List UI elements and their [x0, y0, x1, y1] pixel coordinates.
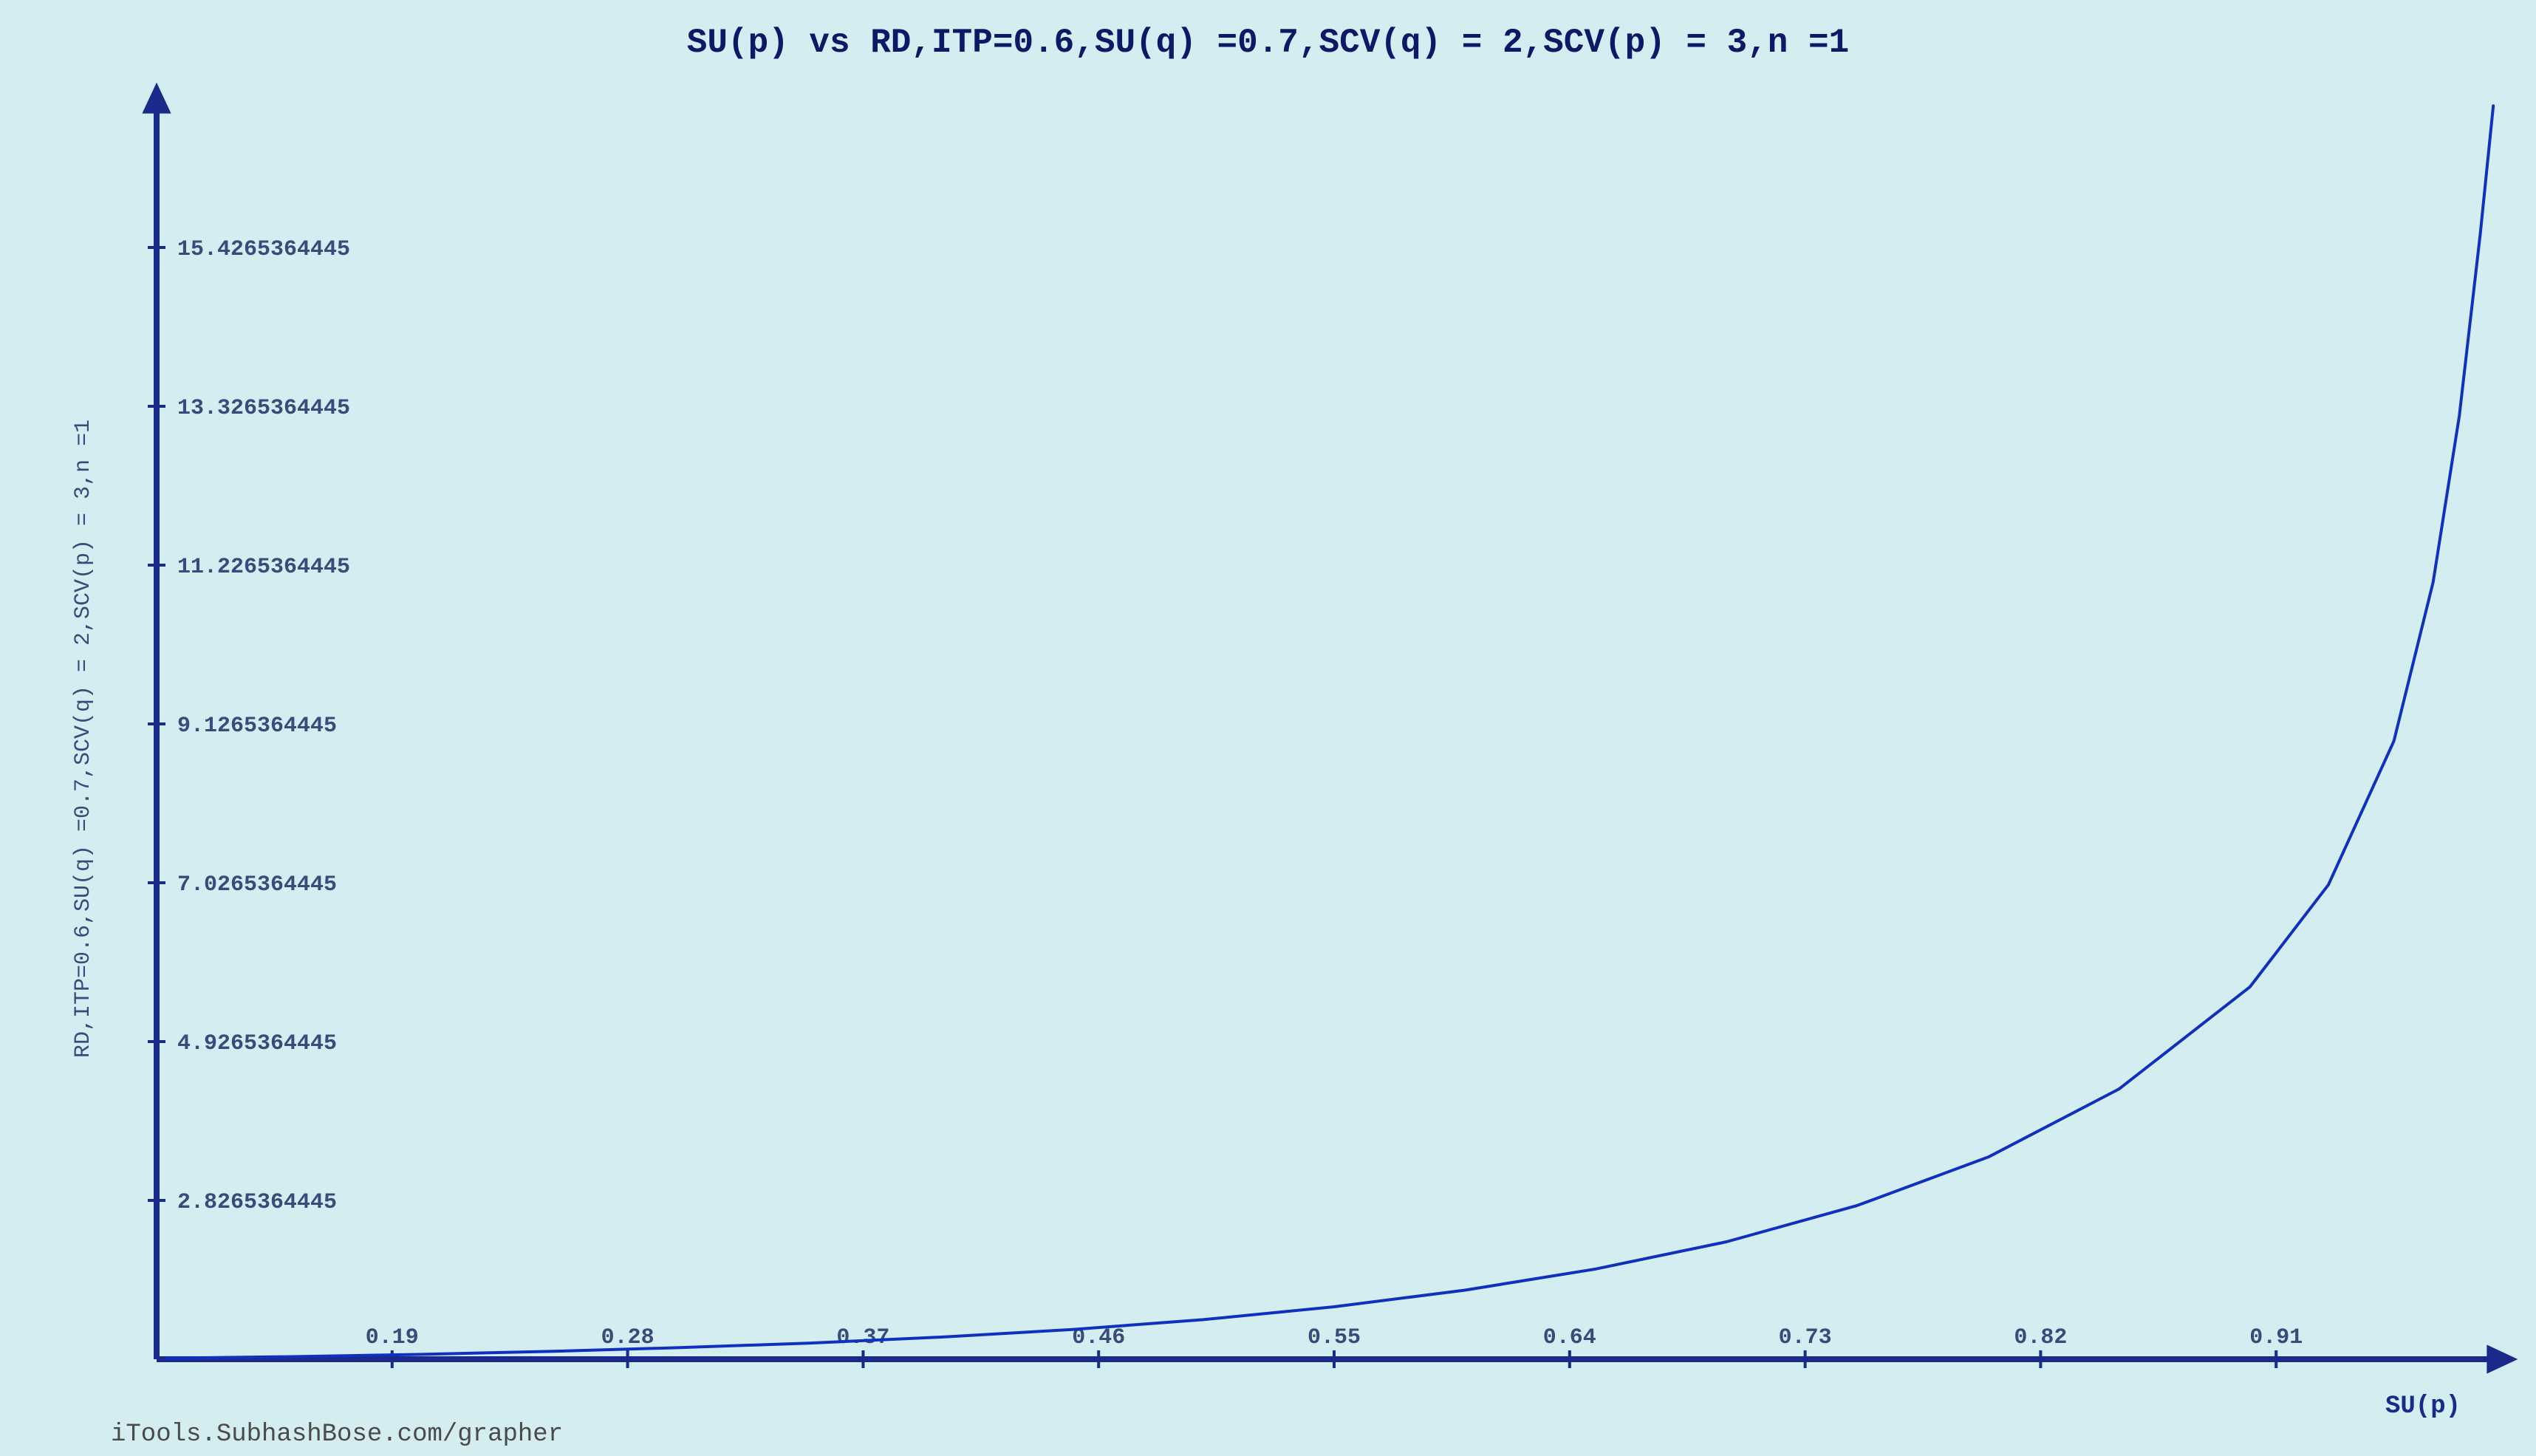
y-tick-label: 9.1265364445: [177, 714, 337, 739]
y-tick-label: 2.8265364445: [177, 1190, 337, 1215]
y-tick-label: 15.4265364445: [177, 237, 350, 262]
y-tick-label: 4.9265364445: [177, 1031, 337, 1056]
x-tick-label: 0.73: [1779, 1325, 1832, 1350]
x-tick-label: 0.55: [1308, 1325, 1361, 1350]
chart-title: SU(p) vs RD,ITP=0.6,SU(q) =0.7,SCV(q) = …: [687, 24, 1849, 62]
y-tick-label: 11.2265364445: [177, 555, 350, 580]
x-tick-label: 0.91: [2249, 1325, 2303, 1350]
x-tick-label: 0.82: [2014, 1325, 2067, 1350]
chart-background: [0, 0, 2536, 1456]
x-tick-label: 0.64: [1543, 1325, 1596, 1350]
x-tick-label: 0.37: [836, 1325, 889, 1350]
x-axis-label: SU(p): [2385, 1392, 2461, 1421]
y-tick-label: 13.3265364445: [177, 396, 350, 421]
chart-container: SU(p) vs RD,ITP=0.6,SU(q) =0.7,SCV(q) = …: [0, 0, 2536, 1456]
y-tick-label: 7.0265364445: [177, 872, 337, 898]
x-tick-label: 0.28: [601, 1325, 654, 1350]
x-tick-label: 0.19: [366, 1325, 419, 1350]
y-axis-label: RD,ITP=0.6,SU(q) =0.7,SCV(q) = 2,SCV(p) …: [71, 420, 96, 1058]
footer-credit: iTools.SubhashBose.com/grapher: [111, 1421, 563, 1449]
line-chart: SU(p) vs RD,ITP=0.6,SU(q) =0.7,SCV(q) = …: [0, 0, 2536, 1456]
